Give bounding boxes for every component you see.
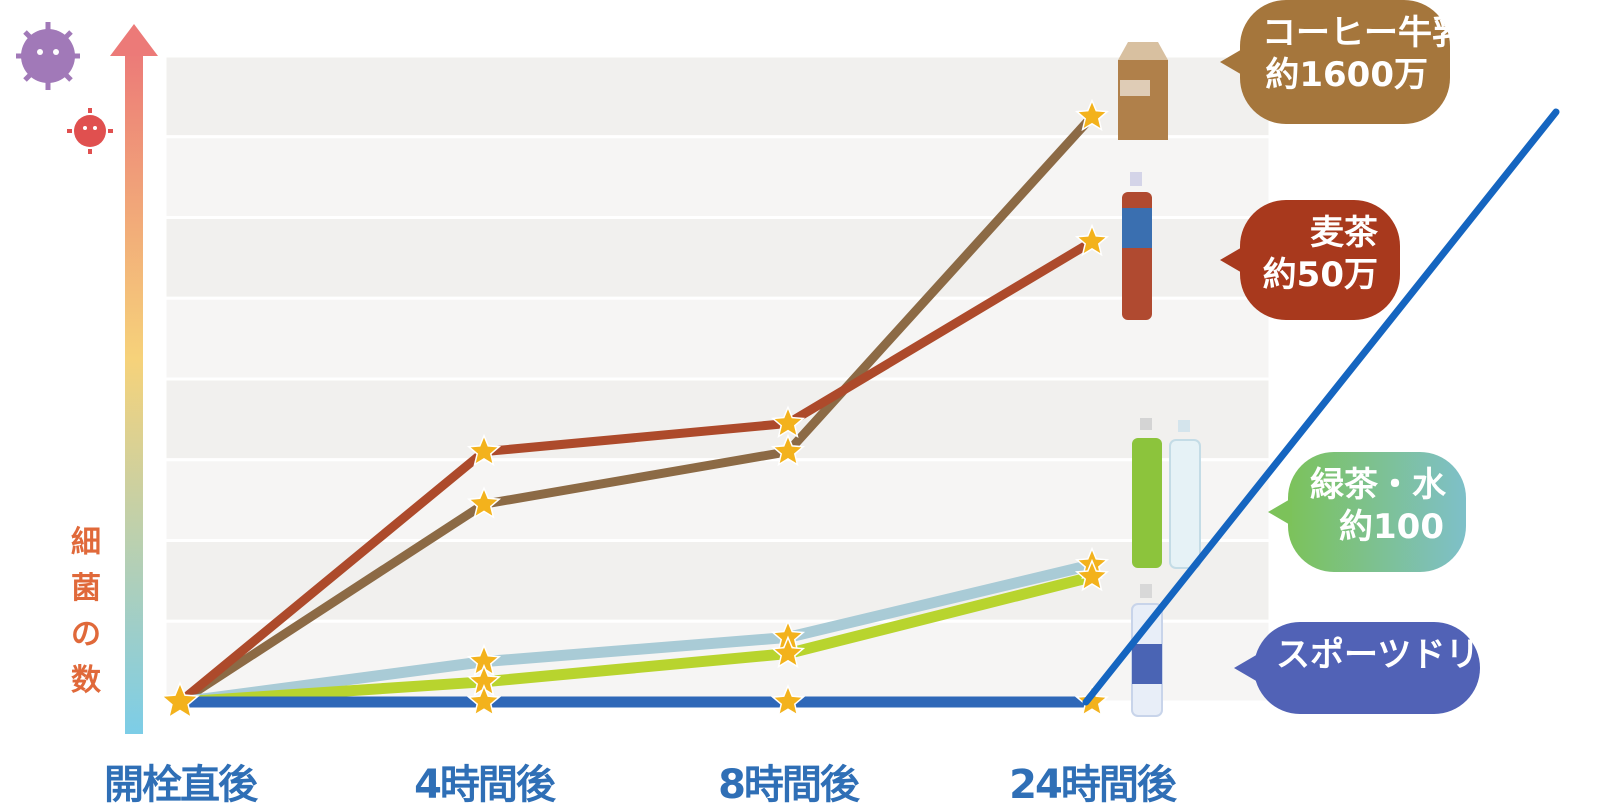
barley-tea-count: 約50万 (1262, 255, 1378, 295)
green-tea-water-count: 約100 (1339, 507, 1444, 547)
grid-bands (163, 54, 1272, 704)
grid-band (163, 135, 1272, 219)
x-tick-label-0: 開栓直後 (104, 762, 258, 808)
star-marker-4-2 (770, 684, 806, 717)
series-line-2 (179, 559, 1094, 708)
series-line-3 (179, 571, 1094, 708)
star-marker-3-3 (1074, 558, 1110, 592)
barley-tea-bottle-icon (1122, 172, 1152, 320)
barley-tea-callout: 麦茶 約50万 (1220, 200, 1400, 320)
coffee-milk-count: 約1600万 (1265, 55, 1428, 95)
grid-band (163, 216, 1272, 300)
series-lines (177, 113, 1096, 708)
y-axis-label: 細菌の数 (71, 525, 101, 698)
x-tick-label-2: 8時間後 (718, 762, 860, 808)
star-marker-0-2 (770, 433, 806, 467)
germ-icon-red (67, 108, 113, 154)
grid-band (163, 458, 1272, 542)
grid-band (163, 54, 1272, 139)
green-tea-water-callout: 緑茶・水 約100 (1268, 452, 1466, 572)
germ-icon-purple (16, 22, 80, 90)
star-marker-3-2 (770, 635, 806, 669)
star-marker-1-1 (466, 433, 502, 467)
star-marker-0-0 (160, 681, 200, 719)
series-line-0 (177, 113, 1096, 706)
green-tea-water-label: 緑茶・水 (1310, 465, 1446, 505)
product-icons (1118, 42, 1201, 717)
green-tea-bottle-icon (1132, 418, 1162, 568)
sports-drink-callout: スポーツドリンク (1234, 622, 1548, 714)
annotation-diagonal-line (1082, 108, 1560, 706)
coffee-milk-callout: コーヒー牛乳 約1600万 (1220, 0, 1466, 124)
star-marker-4-1 (466, 684, 502, 717)
x-tick-label-1: 4時間後 (414, 762, 556, 808)
star-markers (160, 98, 1110, 719)
star-marker-1-3 (1074, 223, 1110, 257)
y-axis-arrow (110, 24, 158, 734)
series-line-1 (177, 237, 1095, 706)
coffee-milk-label: コーヒー牛乳 (1262, 13, 1466, 53)
grid-band (163, 296, 1272, 381)
grid-band (163, 377, 1272, 462)
star-marker-1-2 (770, 405, 806, 438)
star-marker-0-1 (466, 486, 502, 519)
water-bottle-icon (1169, 420, 1201, 569)
star-marker-4-3 (1074, 684, 1110, 717)
coffee-milk-carton-icon (1118, 42, 1168, 140)
star-marker-0-3 (1074, 98, 1110, 132)
x-tick-label-3: 24時間後 (1009, 762, 1177, 808)
sports-drink-label: スポーツドリンク (1276, 635, 1548, 675)
sports-drink-bottle-icon (1131, 584, 1163, 717)
barley-tea-label: 麦茶 (1310, 213, 1378, 253)
